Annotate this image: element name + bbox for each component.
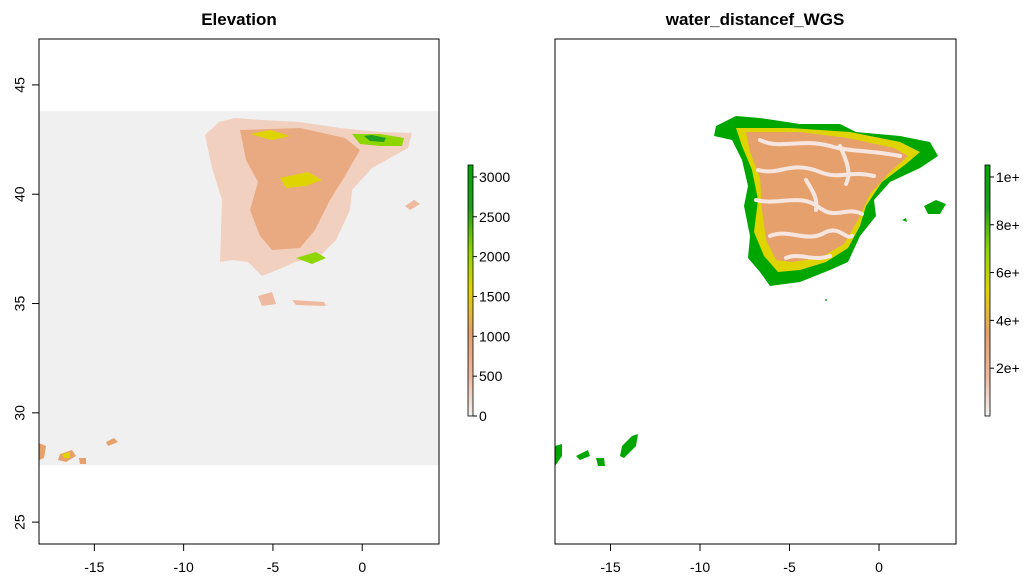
legend-tick-label: 1e+ [996,169,1020,185]
x-tick-label: 0 [358,559,366,575]
legend-tick-label: 0 [479,408,487,424]
legend-tick-label: 2e+ [996,360,1020,376]
legend-tick-label: 2000 [479,249,510,265]
elevation-highlands [240,128,360,250]
legend-tick-label: 1500 [479,288,510,304]
x-tick-label: -10 [174,559,194,575]
water-distance-title: water_distancef_WGS [665,10,845,29]
x-tick-label: -5 [783,559,796,575]
elevation-cantabrian [250,130,290,140]
legend-tick-label: 2500 [479,209,510,225]
water-distance-balearic [902,200,946,222]
elevation-raster [39,111,439,466]
elevation-plot-frame [38,38,440,545]
water-distance-legend: 2e+ 4e+ 6e+ 8e+ 1e+ [984,164,1020,417]
x-tick-label: -10 [690,559,710,575]
y-tick-label: 25 [12,514,28,530]
elevation-canary-islands [39,438,118,464]
elevation-balearic [405,200,420,210]
elevation-y-axis: 25 30 35 40 45 [12,77,39,530]
legend-tick-label: 500 [479,368,503,384]
y-tick-label: 35 [12,296,28,312]
water-distance-legend-ticks: 2e+ 4e+ 6e+ 8e+ 1e+ [990,169,1020,376]
elevation-legend: 0 500 1000 1500 2000 2500 3000 [467,164,510,424]
elevation-legend-ticks: 0 500 1000 1500 2000 2500 3000 [473,169,510,424]
elevation-legend-colorbar [467,164,474,417]
elevation-x-axis: -15 -10 -5 0 [84,544,366,575]
elevation-north-africa [258,292,326,306]
x-tick-label: -15 [600,559,620,575]
x-tick-label: -15 [84,559,104,575]
y-tick-label: 30 [12,405,28,421]
elevation-title: Elevation [201,10,277,29]
water-distance-raster [555,116,946,466]
legend-tick-label: 4e+ [996,312,1020,328]
elevation-sierra-nevada [296,252,326,264]
water-distance-legend-colorbar [984,164,991,417]
water-distance-panel: water_distancef_WGS -15 -10 -5 0 2e+4e [554,10,1020,575]
legend-tick-label: 8e+ [996,217,1020,233]
x-tick-label: -5 [267,559,280,575]
water-distance-inner [746,132,908,262]
elevation-canary-peak [62,452,70,458]
elevation-panel: Elevation -15 -10 -5 0 25 30 35 40 45 0 500 1000 1… [12,10,511,575]
water-distance-rivers [754,138,902,260]
elevation-peaks [364,135,386,142]
water-distance-plot-frame [554,38,957,545]
water-distance-speck [825,299,827,301]
legend-tick-label: 3000 [479,169,510,185]
y-tick-label: 40 [12,186,28,202]
y-tick-label: 45 [12,77,28,93]
water-distance-canary-islands [555,434,638,466]
water-distance-x-axis: -15 -10 -5 0 [600,544,883,575]
elevation-central-range [280,172,322,188]
x-tick-label: 0 [875,559,883,575]
legend-tick-label: 1000 [479,328,510,344]
legend-tick-label: 6e+ [996,265,1020,281]
